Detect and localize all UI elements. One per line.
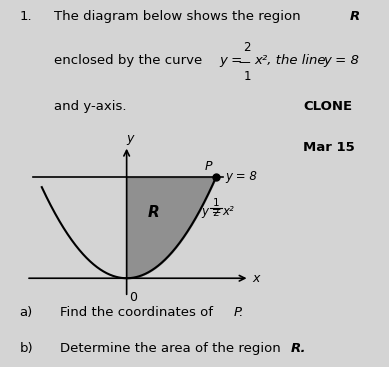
Text: R: R [350, 10, 360, 23]
Text: 1: 1 [213, 198, 219, 208]
Text: P.: P. [233, 306, 244, 319]
Text: enclosed by the curve: enclosed by the curve [54, 54, 203, 67]
Text: y =: y = [202, 205, 222, 218]
Text: a): a) [19, 306, 33, 319]
Text: The diagram below shows the region: The diagram below shows the region [54, 10, 301, 23]
Text: —: — [238, 56, 250, 69]
Text: x²: x² [223, 205, 235, 218]
Text: y =: y = [220, 54, 243, 67]
Text: 2: 2 [243, 41, 251, 54]
Text: Determine the area of the region: Determine the area of the region [60, 342, 281, 355]
Text: R.: R. [291, 342, 307, 355]
Text: Mar 15: Mar 15 [303, 141, 355, 154]
Text: P: P [204, 160, 212, 173]
Text: Find the coordinates of: Find the coordinates of [60, 306, 213, 319]
Text: y = 8: y = 8 [323, 54, 359, 67]
Text: y = 8: y = 8 [225, 170, 257, 183]
Text: y: y [126, 131, 134, 145]
Text: 1.: 1. [19, 10, 32, 23]
Text: CLONE: CLONE [303, 100, 352, 113]
Text: 0: 0 [129, 291, 137, 304]
Text: b): b) [19, 342, 33, 355]
Text: x², the line: x², the line [255, 54, 326, 67]
Text: x: x [253, 272, 260, 285]
Text: and y-axis.: and y-axis. [54, 100, 127, 113]
Text: 2: 2 [213, 208, 219, 218]
Text: 1: 1 [243, 70, 251, 83]
Text: R: R [147, 205, 159, 220]
